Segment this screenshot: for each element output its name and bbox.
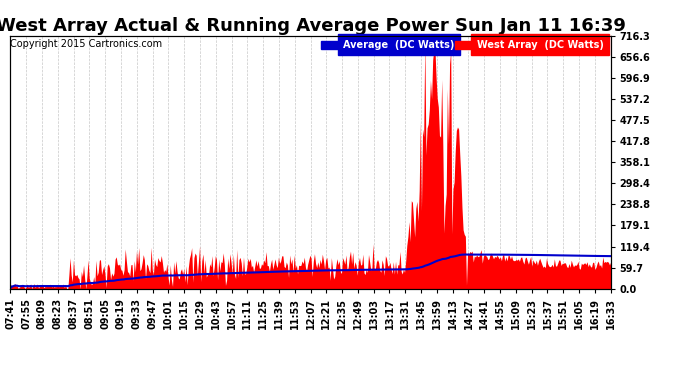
Title: West Array Actual & Running Average Power Sun Jan 11 16:39: West Array Actual & Running Average Powe… — [0, 18, 625, 36]
Legend: Average  (DC Watts), West Array  (DC Watts): Average (DC Watts), West Array (DC Watts… — [319, 38, 606, 52]
Text: Copyright 2015 Cartronics.com: Copyright 2015 Cartronics.com — [10, 39, 162, 50]
